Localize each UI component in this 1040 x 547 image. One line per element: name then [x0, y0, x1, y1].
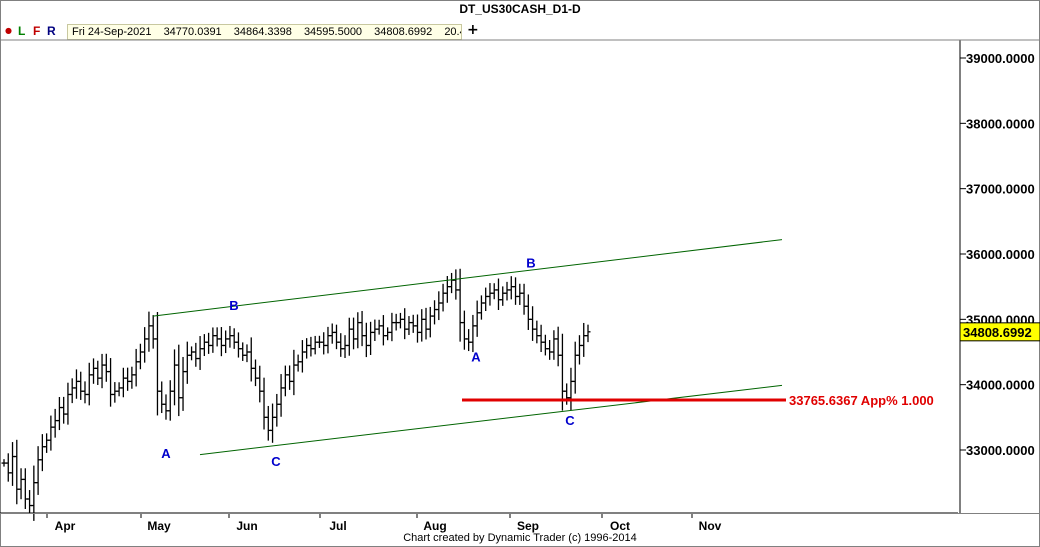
wave-label-a: A	[471, 349, 481, 364]
y-tick-label: 33000.0000	[966, 443, 1035, 458]
y-tick-label: 36000.0000	[966, 247, 1035, 262]
y-tick-label: 37000.0000	[966, 182, 1035, 197]
x-tick-label: Apr	[55, 519, 76, 533]
x-tick-label: Aug	[423, 519, 446, 533]
fib-tool-button[interactable]: F	[33, 24, 41, 38]
x-tick-label: Jun	[236, 519, 257, 533]
x-tick-label: May	[147, 519, 171, 533]
wave-label-a: A	[161, 446, 171, 461]
ohlc-high: 34864.3398	[233, 26, 292, 38]
ohlc-low: 34595.5000	[303, 26, 363, 38]
add-study-icon[interactable]: +	[467, 22, 479, 38]
channel-upper-line	[152, 239, 783, 317]
ohlc-open: 34770.0391	[163, 26, 222, 38]
chart-credit: Chart created by Dynamic Trader (c) 1996…	[403, 532, 637, 544]
channel-lower-line	[199, 384, 783, 456]
y-tick-label: 34000.0000	[966, 378, 1035, 393]
y-tick-label: 38000.0000	[966, 116, 1035, 131]
wave-label-c: C	[271, 454, 281, 469]
line-tool-button[interactable]: L	[18, 24, 26, 38]
x-tick-label: Jul	[329, 519, 346, 533]
x-tick-label: Nov	[699, 519, 722, 533]
last-price-box	[959, 322, 1040, 342]
x-tick-label: Oct	[610, 519, 630, 533]
ratio-tool-button[interactable]: R	[47, 24, 56, 38]
x-tick-label: Sep	[517, 519, 539, 533]
last-price-label: 34808.6992	[963, 325, 1032, 340]
wave-label-b: B	[229, 298, 238, 313]
ohlc-close: 34808.6992	[374, 26, 433, 38]
wave-label-c: C	[565, 413, 575, 428]
ohlc-extra: 20.460	[444, 26, 461, 38]
chart-title: DT_US30CASH_D1-D	[459, 2, 581, 16]
wave-label-b: B	[526, 256, 535, 271]
record-dot-icon[interactable]: ●	[5, 26, 12, 35]
y-tick-label: 39000.0000	[966, 51, 1035, 66]
support-line-label: 33765.6367 App% 1.000	[789, 393, 934, 408]
ohlc-date: Fri 24-Sep-2021	[72, 26, 152, 38]
time-axis-separator	[0, 513, 1040, 514]
